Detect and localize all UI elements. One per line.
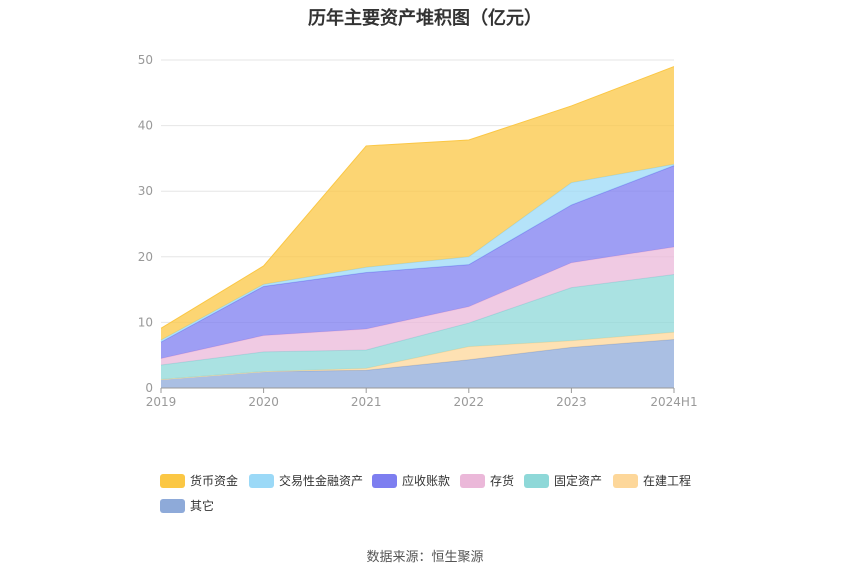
- legend-item[interactable]: 固定资产: [524, 472, 602, 489]
- legend-label: 在建工程: [643, 474, 692, 488]
- area-1: [161, 332, 674, 380]
- legend-swatch: [160, 498, 185, 513]
- axes: 0 10 20 30 40 50 2019 2020 2021 2022 2023 2024H1: [138, 53, 698, 409]
- legend-swatch: [372, 473, 397, 488]
- area-6: [161, 66, 674, 341]
- x-tick-label: 2024H1: [650, 395, 697, 409]
- y-tick-label: 20: [138, 250, 153, 264]
- legend-swatch: [249, 473, 274, 488]
- area-series: [160, 66, 675, 388]
- legend-label: 交易性金融资产: [279, 474, 364, 488]
- source-note: 数据来源：恒生聚源: [366, 550, 484, 565]
- legend-item[interactable]: 存货: [460, 472, 514, 489]
- x-tick-label: 2023: [556, 395, 587, 409]
- area-4: [161, 165, 674, 359]
- x-tick-label: 2020: [248, 395, 279, 409]
- legend-swatch: [160, 473, 185, 488]
- legend-swatch: [524, 473, 549, 488]
- legend-item[interactable]: 其它: [160, 497, 214, 514]
- x-tick-label: 2022: [454, 395, 485, 409]
- chart-title: 历年主要资产堆积图（亿元）: [308, 8, 542, 29]
- legend-label: 应收账款: [402, 474, 451, 488]
- area-2: [161, 274, 674, 380]
- legend-item[interactable]: 货币资金: [160, 472, 238, 489]
- legend-label: 货币资金: [190, 474, 239, 488]
- legend-item[interactable]: 在建工程: [613, 472, 691, 489]
- legend-item[interactable]: 交易性金融资产: [249, 472, 363, 489]
- y-tick-label: 30: [138, 184, 153, 198]
- legend-swatch: [460, 473, 485, 488]
- legend-label: 其它: [190, 499, 215, 513]
- legend-label: 存货: [490, 474, 515, 488]
- legend-swatch: [613, 473, 638, 488]
- area-0: [161, 339, 674, 388]
- y-tick-label: 50: [138, 53, 153, 67]
- area-5: [161, 164, 674, 343]
- x-tick-label: 2019: [146, 395, 177, 409]
- area-line-6: [160, 66, 675, 329]
- area-3: [161, 246, 674, 366]
- y-tick-label: 0: [145, 381, 153, 395]
- legend-item[interactable]: 应收账款: [372, 472, 450, 489]
- legend-label: 固定资产: [554, 474, 603, 488]
- x-tick-label: 2021: [351, 395, 382, 409]
- y-tick-label: 10: [138, 315, 153, 329]
- y-tick-label: 40: [138, 119, 153, 133]
